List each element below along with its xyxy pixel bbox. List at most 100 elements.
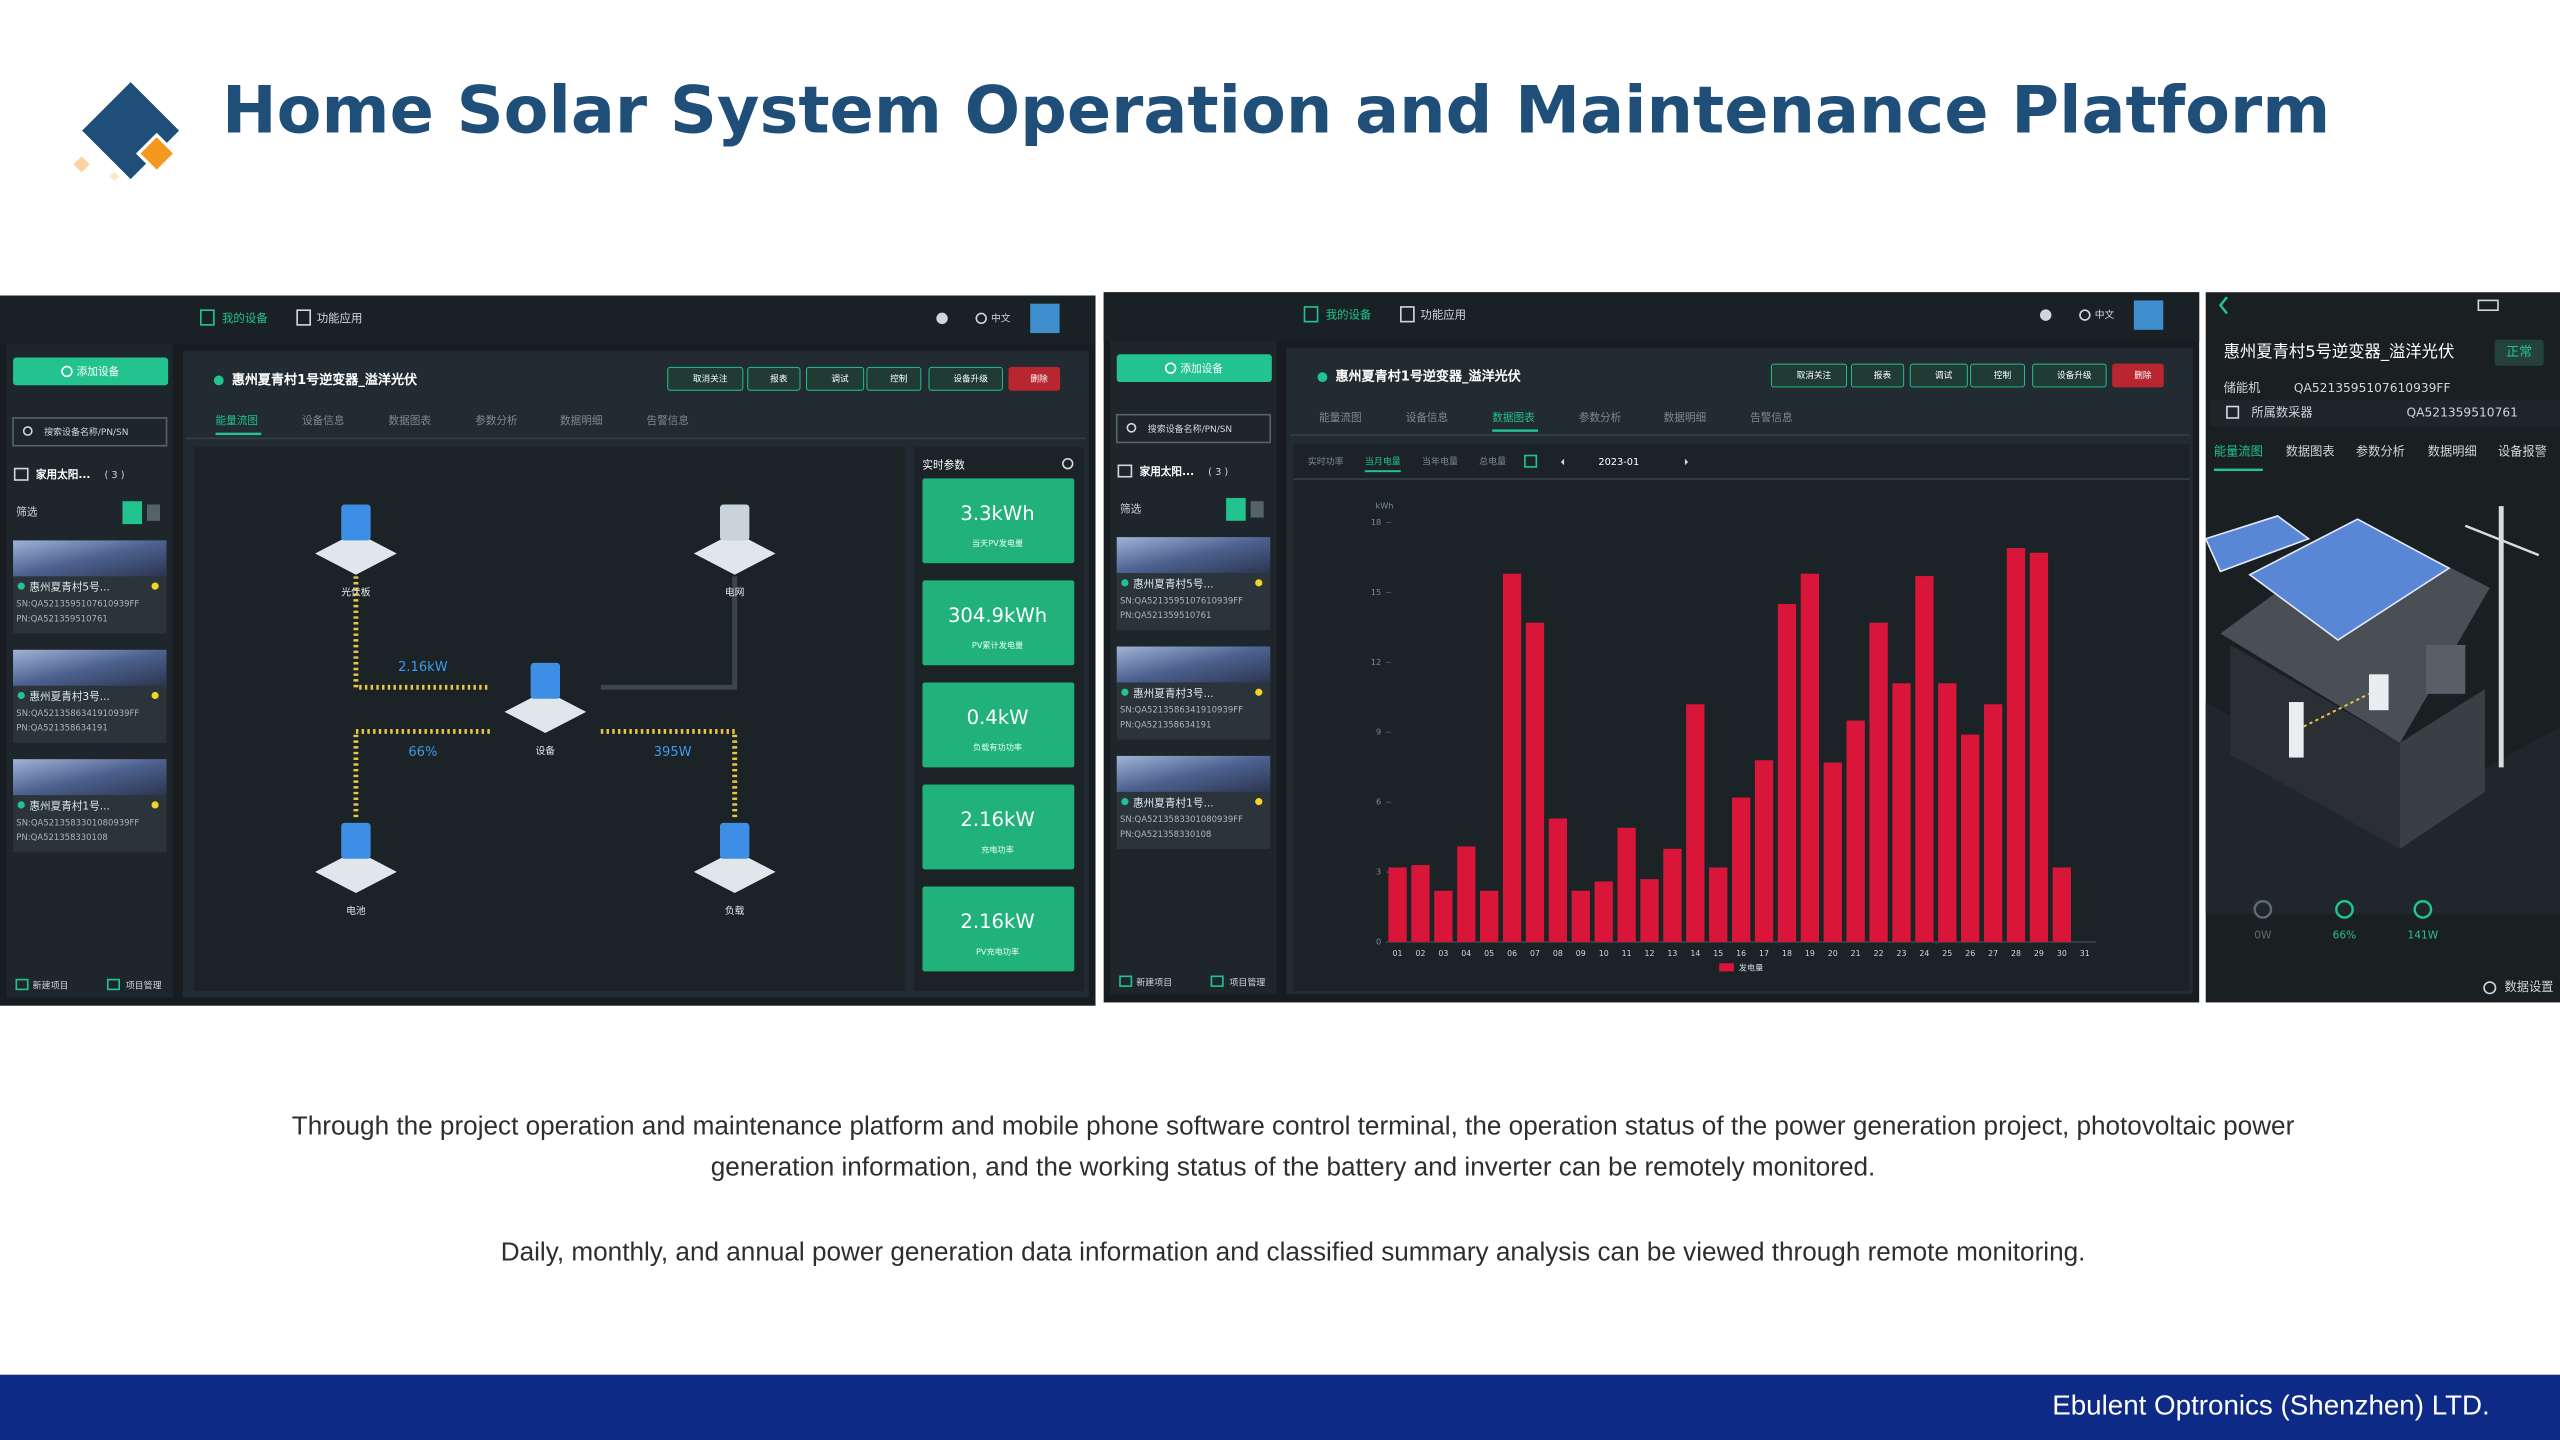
y-tick-label: 15 bbox=[1371, 587, 1381, 597]
tab[interactable]: 数据图表 bbox=[2286, 444, 2335, 459]
bar bbox=[1502, 573, 1522, 943]
calendar-icon bbox=[1524, 454, 1538, 468]
action-button[interactable] bbox=[866, 366, 922, 391]
subtab[interactable]: 当年电量 bbox=[1422, 456, 1458, 468]
back-arrow[interactable] bbox=[2218, 296, 2228, 315]
metric-card bbox=[922, 886, 1075, 972]
nav-item[interactable]: 功能应用 bbox=[1420, 308, 1466, 322]
tab[interactable]: 设备信息 bbox=[302, 414, 345, 427]
nav-item[interactable]: 功能应用 bbox=[317, 311, 363, 325]
x-tick-label: 10 bbox=[1599, 949, 1609, 958]
side-footer[interactable]: 新建项目 bbox=[1136, 976, 1172, 988]
bar bbox=[1594, 881, 1613, 943]
tab[interactable]: 参数分析 bbox=[1579, 411, 1622, 424]
metric-card bbox=[922, 682, 1075, 768]
tab[interactable]: 数据图表 bbox=[1492, 411, 1535, 424]
next-arrow[interactable] bbox=[1684, 458, 1689, 466]
view-toggle[interactable] bbox=[1250, 501, 1264, 518]
subtab[interactable]: 实时功率 bbox=[1308, 456, 1344, 468]
add-button[interactable] bbox=[13, 357, 169, 386]
metric-value: 3.3kWh bbox=[960, 502, 1034, 525]
side-footer[interactable]: 项目管理 bbox=[126, 980, 162, 992]
nav-item[interactable]: 我的设备 bbox=[1326, 308, 1372, 322]
status-dot bbox=[17, 801, 25, 809]
action-button[interactable] bbox=[1008, 366, 1061, 391]
action-button[interactable] bbox=[667, 366, 744, 391]
node-icon bbox=[720, 822, 750, 859]
device-sn: SN:QA5213595107610939FF bbox=[1120, 595, 1243, 605]
x-tick-label: 17 bbox=[1759, 949, 1769, 958]
prev-arrow[interactable] bbox=[1560, 458, 1565, 466]
nav-icon bbox=[296, 309, 312, 326]
tab[interactable]: 数据明细 bbox=[1664, 411, 1706, 424]
x-tick-label: 05 bbox=[1484, 949, 1494, 958]
search-box[interactable] bbox=[12, 417, 168, 447]
tab[interactable]: 参数分析 bbox=[475, 414, 518, 427]
tab[interactable]: 告警信息 bbox=[1750, 411, 1793, 424]
bar bbox=[1411, 865, 1430, 943]
bell-icon bbox=[2040, 309, 2052, 321]
tab[interactable]: 能量流图 bbox=[216, 414, 258, 427]
subtab[interactable]: 总电量 bbox=[1479, 456, 1506, 468]
date-picker[interactable]: 2023-01 bbox=[1598, 457, 1639, 468]
bar bbox=[1983, 704, 2003, 943]
bar bbox=[1434, 890, 1453, 943]
action-button[interactable] bbox=[806, 366, 865, 391]
tab[interactable]: 数据明细 bbox=[560, 414, 602, 427]
device-pn: PN:QA521358634191 bbox=[1120, 719, 1211, 729]
action-button[interactable] bbox=[2032, 363, 2107, 388]
tab[interactable]: 能量流图 bbox=[1319, 411, 1361, 424]
search-box[interactable] bbox=[1115, 413, 1272, 444]
action-button[interactable] bbox=[928, 366, 1003, 391]
flow-value: 2.16kW bbox=[398, 660, 448, 675]
tab[interactable]: 设备信息 bbox=[1406, 411, 1449, 424]
view-toggle[interactable] bbox=[122, 501, 143, 525]
action-button[interactable] bbox=[1850, 363, 1905, 388]
action-button[interactable] bbox=[1909, 363, 1968, 388]
filter: 筛选 bbox=[16, 506, 38, 519]
action-button[interactable] bbox=[747, 366, 801, 391]
subtab[interactable]: 当月电量 bbox=[1365, 456, 1401, 468]
x-tick-label: 23 bbox=[1897, 949, 1907, 958]
nav-item[interactable]: 我的设备 bbox=[222, 311, 268, 325]
side-footer[interactable]: 项目管理 bbox=[1229, 976, 1265, 988]
paragraph: Daily, monthly, and annual power generat… bbox=[500, 1239, 2086, 1267]
device-name: 惠州夏青村3号... bbox=[1133, 687, 1214, 700]
action-label: 调试 bbox=[831, 372, 849, 384]
reading-icon bbox=[2253, 900, 2273, 919]
tab[interactable]: 数据明细 bbox=[2428, 444, 2477, 459]
search-icon bbox=[1126, 422, 1137, 433]
tab[interactable]: 设备报警 bbox=[2498, 444, 2547, 459]
bar bbox=[2029, 552, 2049, 943]
action-label: 删除 bbox=[1031, 372, 1049, 384]
device-sn: SN:QA5213583301080939FF bbox=[1120, 814, 1243, 824]
action-button[interactable] bbox=[1770, 363, 1848, 388]
language[interactable]: 中文 bbox=[2095, 308, 2115, 321]
view-toggle[interactable] bbox=[146, 504, 160, 521]
footer-icon bbox=[1210, 975, 1224, 987]
device-image bbox=[13, 759, 167, 796]
tab[interactable]: 能量流图 bbox=[2214, 445, 2263, 459]
x-tick-label: 01 bbox=[1393, 949, 1403, 958]
action-button[interactable] bbox=[1970, 363, 2025, 388]
inverter bbox=[2368, 674, 2389, 711]
side-footer[interactable]: 新建项目 bbox=[33, 980, 69, 992]
filter-icon[interactable] bbox=[2477, 299, 2499, 312]
action-button[interactable] bbox=[2112, 363, 2164, 388]
description: Through the project operation and mainte… bbox=[289, 1107, 2297, 1274]
status-dot bbox=[1121, 688, 1129, 696]
language[interactable]: 中文 bbox=[991, 311, 1011, 324]
folder-icon bbox=[13, 467, 29, 481]
tab[interactable]: 告警信息 bbox=[647, 414, 690, 427]
tab[interactable]: 数据图表 bbox=[389, 414, 432, 427]
device-type: 储能机 bbox=[2224, 380, 2261, 395]
bell-icon bbox=[936, 312, 948, 325]
device-sn: SN:QA5213595107610939FF bbox=[16, 599, 139, 609]
group-name: 家用太阳... bbox=[36, 468, 91, 481]
settings-link[interactable]: 数据设置 bbox=[2504, 979, 2553, 994]
tab[interactable]: 参数分析 bbox=[2356, 444, 2405, 459]
legend-swatch bbox=[1719, 963, 1734, 972]
favorite-star bbox=[151, 582, 159, 590]
view-toggle[interactable] bbox=[1226, 497, 1246, 521]
add-button[interactable] bbox=[1116, 354, 1272, 383]
